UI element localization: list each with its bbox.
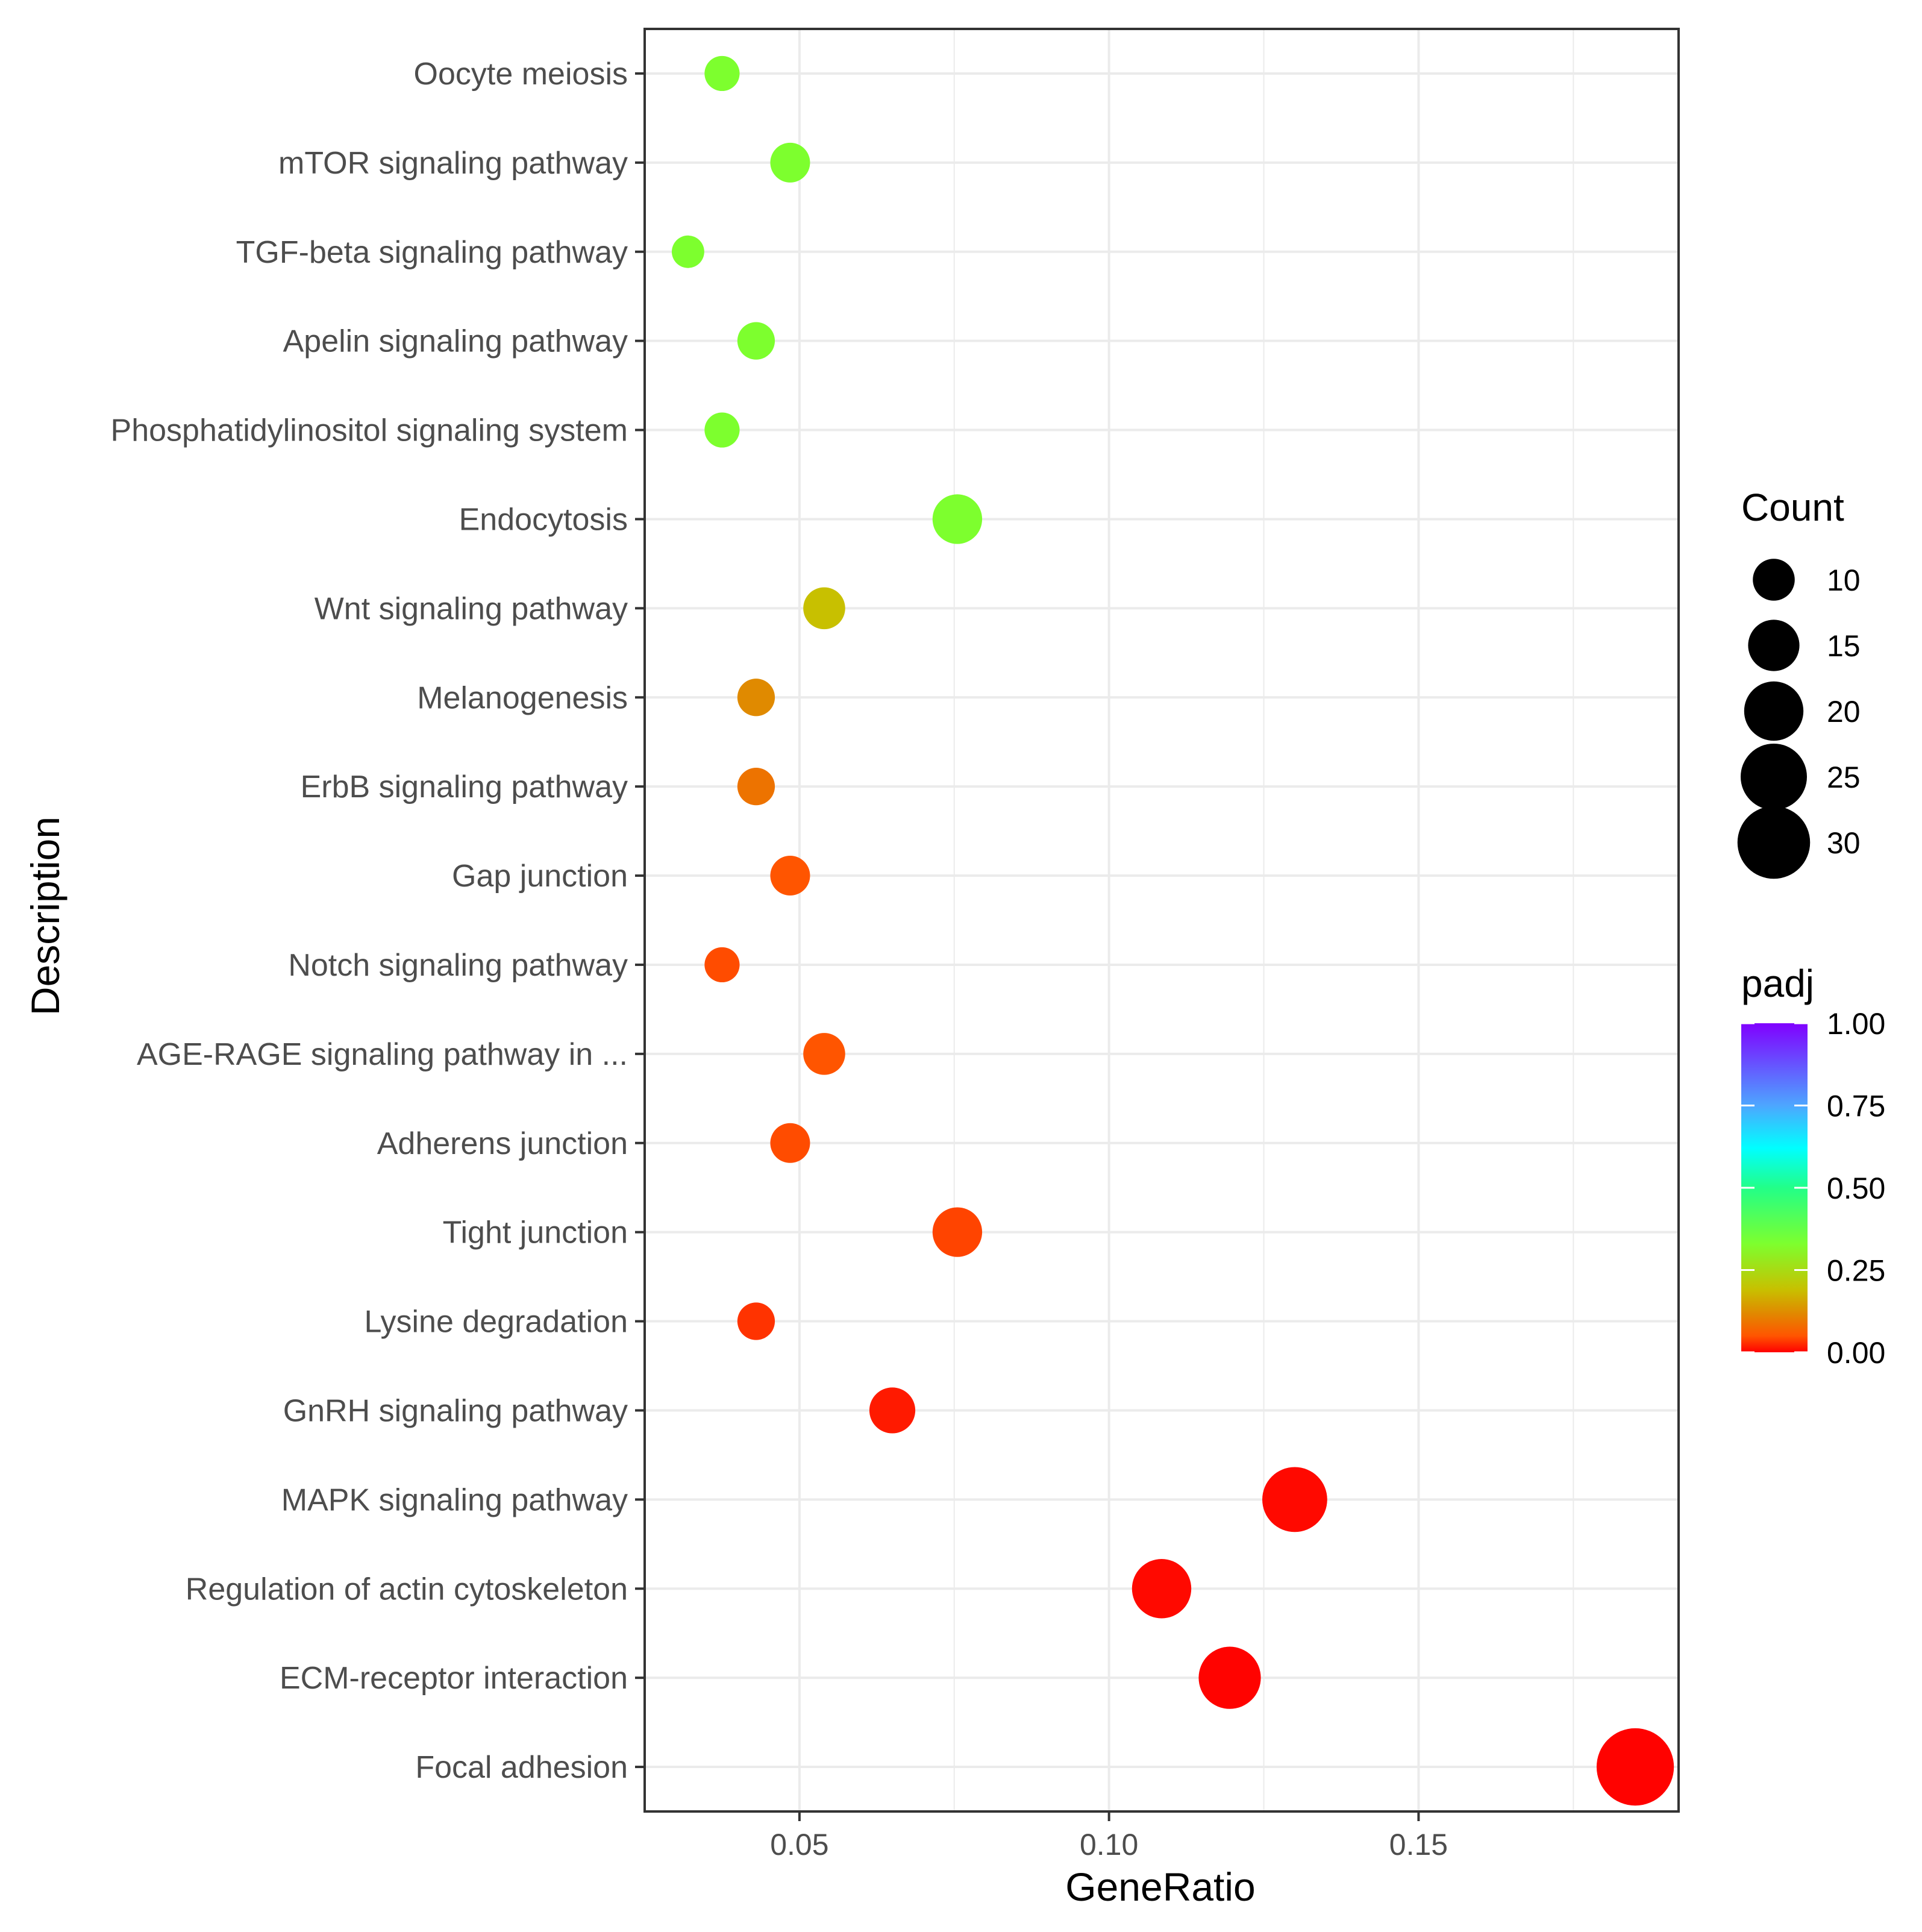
data-point [1132, 1559, 1192, 1619]
color-legend-label: 1.00 [1827, 1007, 1885, 1041]
y-tick-label: Focal adhesion [415, 1750, 628, 1785]
color-legend-label: 0.50 [1827, 1171, 1885, 1205]
data-point [932, 494, 983, 544]
y-tick-label: MAPK signaling pathway [281, 1482, 628, 1517]
y-tick-label: Wnt signaling pathway [315, 591, 628, 626]
data-point [932, 1207, 983, 1257]
x-axis-title: GeneRatio [1065, 1865, 1256, 1909]
x-tick-label: 0.10 [1080, 1828, 1138, 1861]
data-point [1262, 1467, 1327, 1532]
data-point [737, 768, 775, 806]
data-point [671, 235, 704, 268]
size-legend-label: 20 [1827, 695, 1861, 729]
x-tick-label: 0.15 [1389, 1828, 1448, 1861]
x-axis: 0.05 0.10 0.15 [770, 1811, 1448, 1861]
data-point [869, 1387, 916, 1434]
y-tick-label: Notch signaling pathway [288, 948, 628, 983]
data-point [770, 142, 810, 183]
data-point [1596, 1728, 1674, 1806]
size-legend-key [1744, 681, 1804, 741]
size-legend-key [1737, 806, 1811, 879]
color-legend-label: 0.00 [1827, 1336, 1885, 1370]
y-tick-label: Regulation of actin cytoskeleton [186, 1572, 628, 1607]
grid-layer [644, 29, 1679, 1811]
y-tick-label: Tight junction [443, 1215, 628, 1250]
y-tick-label: Melanogenesis [417, 680, 628, 715]
size-legend-label: 10 [1827, 563, 1861, 597]
y-tick-label: Apelin signaling pathway [283, 324, 628, 359]
size-legend-key [1748, 619, 1800, 671]
size-legend-label: 25 [1827, 761, 1861, 794]
y-tick-label: ECM-receptor interaction [280, 1661, 628, 1696]
y-tick-label: Phosphatidylinositol signaling system [111, 413, 628, 448]
size-legend: Count 10 15 20 25 30 [1737, 486, 1861, 879]
data-point [803, 587, 845, 630]
y-axis-title: Description [23, 817, 67, 1015]
y-tick-label: Gap junction [452, 859, 628, 894]
y-axis: Oocyte meiosis mTOR signaling pathway TGF-… [111, 57, 645, 1785]
data-point [737, 679, 775, 717]
size-legend-label: 15 [1827, 629, 1861, 663]
data-point [803, 1033, 845, 1075]
data-point [737, 1302, 775, 1340]
size-legend-label: 30 [1827, 826, 1861, 860]
y-tick-label: TGF-beta signaling pathway [236, 235, 628, 270]
data-point [704, 55, 740, 92]
data-point [704, 412, 740, 448]
x-tick-label: 0.05 [770, 1828, 828, 1861]
data-point [1198, 1646, 1261, 1709]
points-layer [671, 55, 1674, 1806]
color-legend-label: 0.75 [1827, 1090, 1885, 1123]
panel-border [643, 28, 1680, 1813]
size-legend-title: Count [1741, 486, 1844, 529]
data-point [770, 1123, 810, 1163]
y-tick-label: Endocytosis [459, 502, 628, 537]
size-legend-key [1741, 744, 1807, 810]
y-tick-label: Adherens junction [377, 1126, 628, 1161]
data-point [770, 856, 810, 896]
color-legend: padj 1.00 0.75 0.50 0.25 0.00 [1741, 962, 1885, 1370]
y-tick-label: ErbB signaling pathway [301, 770, 628, 804]
y-tick-label: GnRH signaling pathway [283, 1393, 628, 1428]
color-legend-title: padj [1741, 962, 1814, 1005]
data-point [704, 947, 740, 983]
y-tick-label: Lysine degradation [364, 1305, 628, 1340]
y-tick-label: Oocyte meiosis [414, 57, 628, 92]
color-legend-label: 0.25 [1827, 1254, 1885, 1288]
size-legend-key [1753, 559, 1795, 601]
y-tick-label: mTOR signaling pathway [278, 146, 628, 181]
data-point [737, 322, 775, 360]
y-tick-label: AGE-RAGE signaling pathway in ... [137, 1037, 628, 1072]
